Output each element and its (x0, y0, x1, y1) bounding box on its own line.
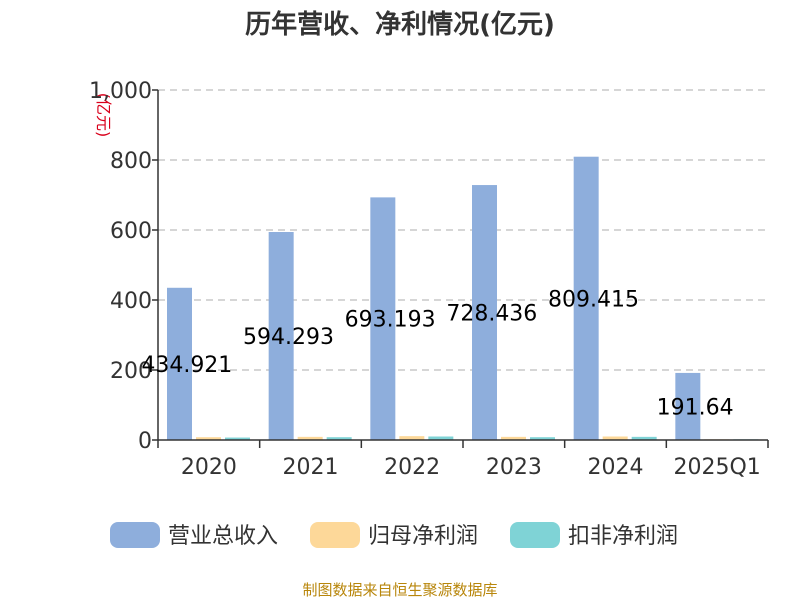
gridlines (158, 89, 768, 371)
bar (225, 437, 250, 440)
bar (167, 287, 192, 440)
bar (370, 197, 396, 440)
data-label: 809.415 (548, 287, 639, 312)
legend-swatch (310, 522, 360, 548)
y-tick-label: 1,000 (89, 79, 152, 104)
x-tick-label: 2022 (384, 455, 440, 480)
data-label: 728.436 (446, 302, 537, 327)
data-labels: 434.921 594.293 693.193 728.436 809.415 191.6… (141, 287, 733, 420)
bars (167, 156, 759, 440)
x-tick-label: 2021 (283, 455, 339, 480)
legend: 营业总收入 归母净利润 扣非净利润 (110, 522, 678, 549)
data-label: 693.193 (345, 308, 436, 333)
legend-label: 营业总收入 (168, 524, 278, 549)
legend-label: 归母净利润 (368, 524, 478, 549)
x-tick-label: 2020 (181, 455, 237, 480)
x-tick-label: 2024 (588, 455, 644, 480)
bar (472, 185, 497, 440)
chart-title: 历年营收、净利情况(亿元) (245, 9, 555, 40)
bar (399, 436, 425, 440)
x-tick-labels: 2020 2021 2022 2023 2024 2025Q1 (181, 455, 761, 480)
legend-label: 扣非净利润 (568, 524, 678, 549)
bar (602, 436, 628, 440)
y-tick-label: 600 (110, 219, 152, 244)
bar (326, 437, 352, 440)
bar (675, 372, 701, 440)
bar (268, 231, 294, 440)
data-label: 594.293 (243, 325, 334, 350)
data-label: 434.921 (141, 353, 232, 378)
legend-swatch (510, 522, 560, 548)
y-tick-label: 200 (110, 359, 152, 384)
x-tick-label: 2023 (486, 455, 542, 480)
y-axis-label: (亿元) (94, 93, 113, 138)
bar (631, 436, 657, 440)
y-tick-labels: 0 200 400 600 800 1,000 (89, 79, 152, 454)
y-tick-label: 400 (110, 289, 152, 314)
y-tick-label: 0 (138, 429, 152, 454)
bar (530, 437, 555, 440)
bar (428, 436, 454, 440)
source-note: 制图数据来自恒生聚源数据库 (302, 581, 497, 599)
bar (196, 437, 221, 440)
legend-swatch (110, 522, 160, 548)
bar (501, 436, 526, 440)
bar (297, 436, 323, 440)
bar (573, 156, 599, 440)
x-tick-label: 2025Q1 (674, 455, 761, 480)
axes (152, 89, 769, 448)
y-tick-label: 800 (110, 149, 152, 174)
data-label: 191.64 (657, 395, 734, 420)
